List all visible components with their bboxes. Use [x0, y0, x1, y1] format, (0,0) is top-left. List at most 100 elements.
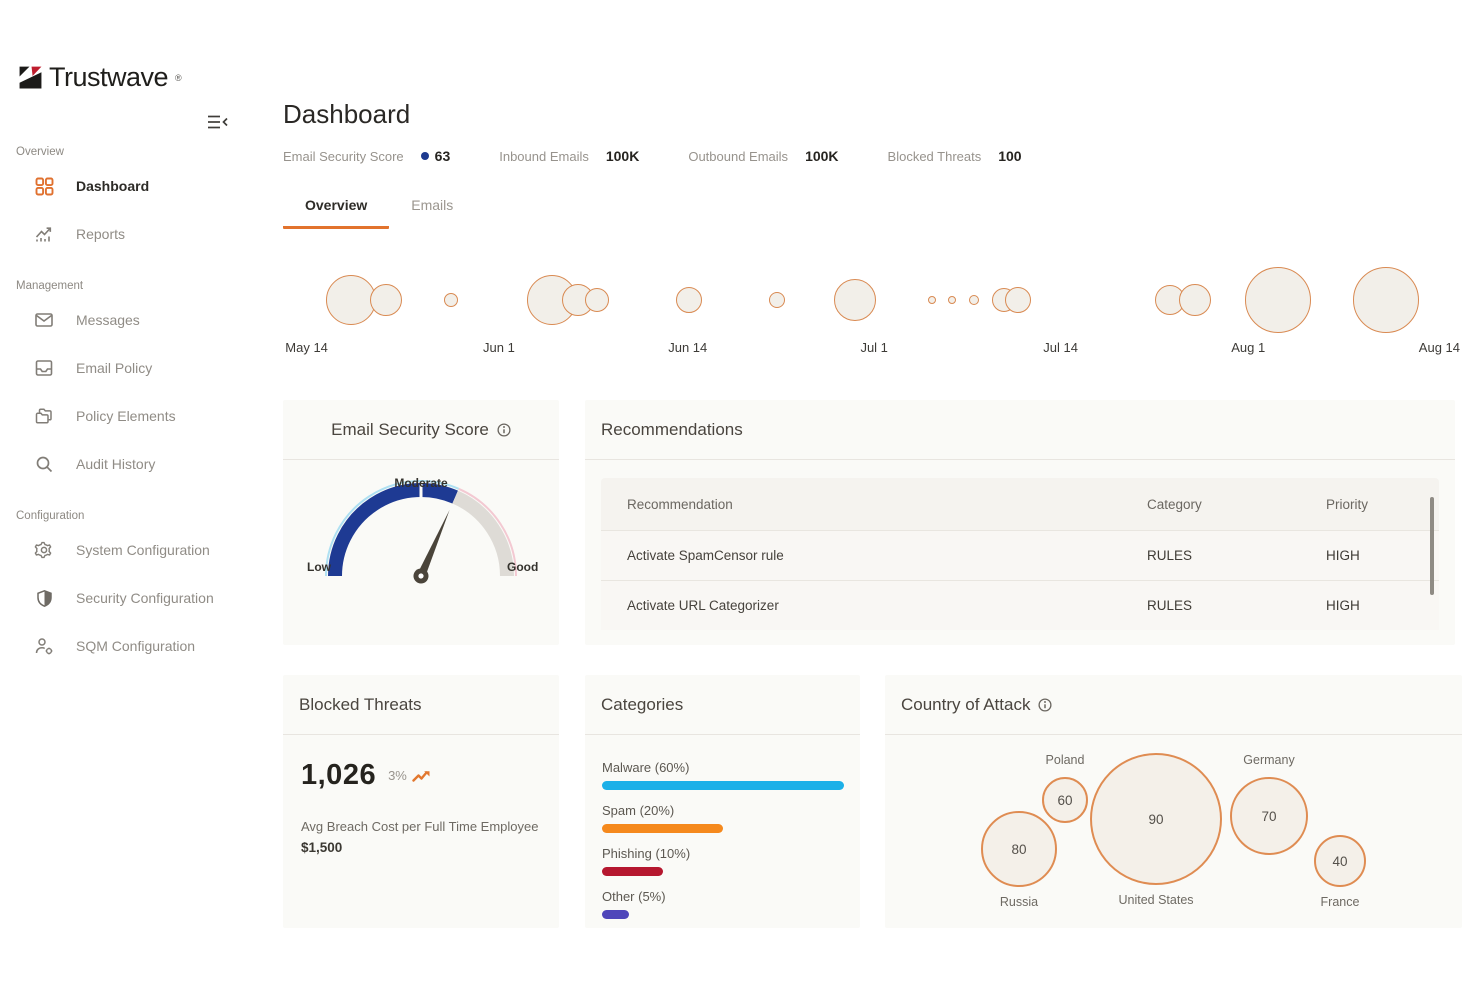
- categories-card: Categories Malware (60%) Spam (20%) Phis…: [585, 675, 860, 928]
- breach-cost-label: Avg Breach Cost per Full Time Employee: [301, 819, 539, 834]
- country-label: France: [1320, 895, 1360, 909]
- timeline-bubble[interactable]: [675, 287, 702, 313]
- info-icon[interactable]: [497, 422, 511, 437]
- card-title: Country of Attack: [901, 694, 1031, 714]
- sidebar-item-security-configuration[interactable]: Security Configuration: [0, 574, 260, 622]
- page-title: Dashboard: [283, 99, 411, 129]
- header-stats: Email Security Score 63 Inbound Emails 1…: [283, 148, 1022, 164]
- sidebar-item-sqm-configuration[interactable]: SQM Configuration: [0, 622, 260, 670]
- nav-section-overview: Overview: [16, 146, 64, 158]
- country-label: Poland: [1045, 753, 1085, 767]
- stat-email-security-score: Email Security Score 63: [283, 148, 450, 164]
- timeline-bubble[interactable]: [326, 275, 377, 325]
- blocked-threats-count: 1,026: [301, 759, 377, 791]
- sidebar-item-dashboard[interactable]: Dashboard: [0, 162, 260, 210]
- timeline-axis-label: Jul 1: [860, 340, 888, 355]
- timeline-bubble[interactable]: [769, 292, 786, 308]
- country-value: 90: [1148, 811, 1164, 827]
- trustwave-logo-mark: [19, 66, 42, 89]
- gauge-label-moderate: Moderate: [394, 476, 448, 490]
- categories-chart: Malware (60%) Spam (20%) Phishing (10%) …: [585, 735, 860, 919]
- country-bubble[interactable]: 40: [1314, 835, 1366, 887]
- info-icon[interactable]: [1038, 697, 1053, 712]
- sidebar-item-reports[interactable]: Reports: [0, 210, 260, 258]
- sidebar-item-system-configuration[interactable]: System Configuration: [0, 526, 260, 574]
- recommendation-cell: Activate URL Categorizer: [627, 598, 779, 613]
- security-score-gauge: Low Moderate Good: [283, 460, 559, 644]
- timeline-bubble[interactable]: [1353, 267, 1420, 333]
- nav-section-configuration: Configuration: [16, 510, 85, 522]
- table-row[interactable]: Activate SpamCensor rule RULES HIGH: [601, 530, 1439, 580]
- category-phishing: Phishing (10%): [602, 846, 844, 876]
- country-bubble[interactable]: 70: [1230, 777, 1308, 855]
- sidebar-item-label: Dashboard: [76, 178, 150, 194]
- timeline-bubble[interactable]: [443, 293, 458, 307]
- envelope-icon: [34, 310, 54, 330]
- stat-blocked-threats: Blocked Threats 100: [888, 148, 1022, 164]
- timeline-axis-label: May 14: [285, 340, 328, 355]
- sidebar-item-label: Reports: [76, 226, 126, 242]
- collapse-sidebar-icon: [208, 115, 228, 129]
- sidebar-item-label: Messages: [76, 312, 140, 328]
- sidebar-item-policy-elements[interactable]: Policy Elements: [0, 392, 260, 440]
- stat-value: 63: [420, 148, 450, 164]
- category-bar: [602, 824, 723, 833]
- view-tabs: Overview Emails: [283, 195, 475, 229]
- country-bubble[interactable]: 80: [981, 811, 1057, 887]
- timeline-bubble[interactable]: [369, 284, 402, 316]
- timeline-bubble[interactable]: [948, 296, 957, 304]
- timeline-bubble[interactable]: [1244, 267, 1311, 333]
- stat-label: Inbound Emails: [499, 148, 589, 164]
- gauge-needle: [413, 509, 450, 584]
- country-bubble-chart: 80 Russia 60 Poland 90 United States 70 Germany…: [885, 735, 1462, 926]
- sidebar-item-label: Audit History: [76, 456, 156, 472]
- country-bubble[interactable]: 60: [1042, 777, 1088, 823]
- sidebar-item-email-policy[interactable]: Email Policy: [0, 344, 260, 392]
- folders-icon: [34, 406, 54, 426]
- dashboard-grid-icon: [34, 176, 54, 196]
- tab-emails[interactable]: Emails: [411, 197, 454, 213]
- category-label: Malware (60%): [602, 760, 690, 775]
- tab-overview[interactable]: Overview: [283, 195, 390, 229]
- stat-label: Email Security Score: [283, 148, 404, 164]
- shield-icon: [34, 588, 54, 608]
- table-scrollbar[interactable]: [1430, 497, 1434, 595]
- country-value: 40: [1332, 853, 1348, 869]
- sidebar-collapse-button[interactable]: [204, 110, 232, 134]
- sidebar-item-label: Security Configuration: [76, 590, 214, 606]
- category-cell: RULES: [1147, 548, 1193, 563]
- timeline-bubble[interactable]: [1179, 284, 1212, 316]
- column-header-category: Category: [1147, 496, 1202, 512]
- table-row[interactable]: Activate URL Categorizer RULES HIGH: [601, 580, 1439, 630]
- timeline-bubble[interactable]: [1005, 287, 1032, 313]
- country-value: 80: [1011, 841, 1027, 857]
- sidebar-nav: Overview Dashboard: [0, 146, 260, 670]
- recommendations-table: Recommendation Category Priority Activat…: [601, 478, 1439, 630]
- email-security-score-card: Email Security Score Low Moderat: [283, 400, 559, 645]
- stat-label: Outbound Emails: [688, 148, 789, 164]
- reports-chart-icon: [34, 224, 54, 244]
- sidebar-item-messages[interactable]: Messages: [0, 296, 260, 344]
- country-bubble[interactable]: 90: [1090, 753, 1222, 885]
- priority-cell: HIGH: [1326, 548, 1360, 563]
- recommendation-cell: Activate SpamCensor rule: [627, 548, 784, 563]
- timeline-bubble[interactable]: [969, 295, 980, 305]
- country-value: 60: [1057, 792, 1073, 808]
- category-spam: Spam (20%): [602, 803, 844, 833]
- timeline-bubble[interactable]: [834, 279, 877, 321]
- breach-cost-value: $1,500: [301, 840, 343, 855]
- category-label: Spam (20%): [602, 803, 675, 818]
- sidebar-item-label: Email Policy: [76, 360, 153, 376]
- trustwave-logo[interactable]: Trustwave ®: [18, 62, 182, 93]
- timeline-bubble[interactable]: [584, 288, 609, 312]
- sidebar: Trustwave ® Overview: [0, 0, 260, 987]
- timeline-bubble[interactable]: [928, 296, 936, 304]
- search-icon: [34, 454, 54, 474]
- email-volume-chart: May 14 Jun 1 Jun 14 Jul 1 Jul 14 Aug 1 Aug 14: [283, 252, 1463, 364]
- country-label: Russia: [999, 895, 1039, 909]
- blocked-threats-delta: 3%: [388, 768, 431, 783]
- stat-inbound-emails: Inbound Emails 100K: [499, 148, 639, 164]
- sidebar-item-audit-history[interactable]: Audit History: [0, 440, 260, 488]
- category-bar: [602, 910, 629, 919]
